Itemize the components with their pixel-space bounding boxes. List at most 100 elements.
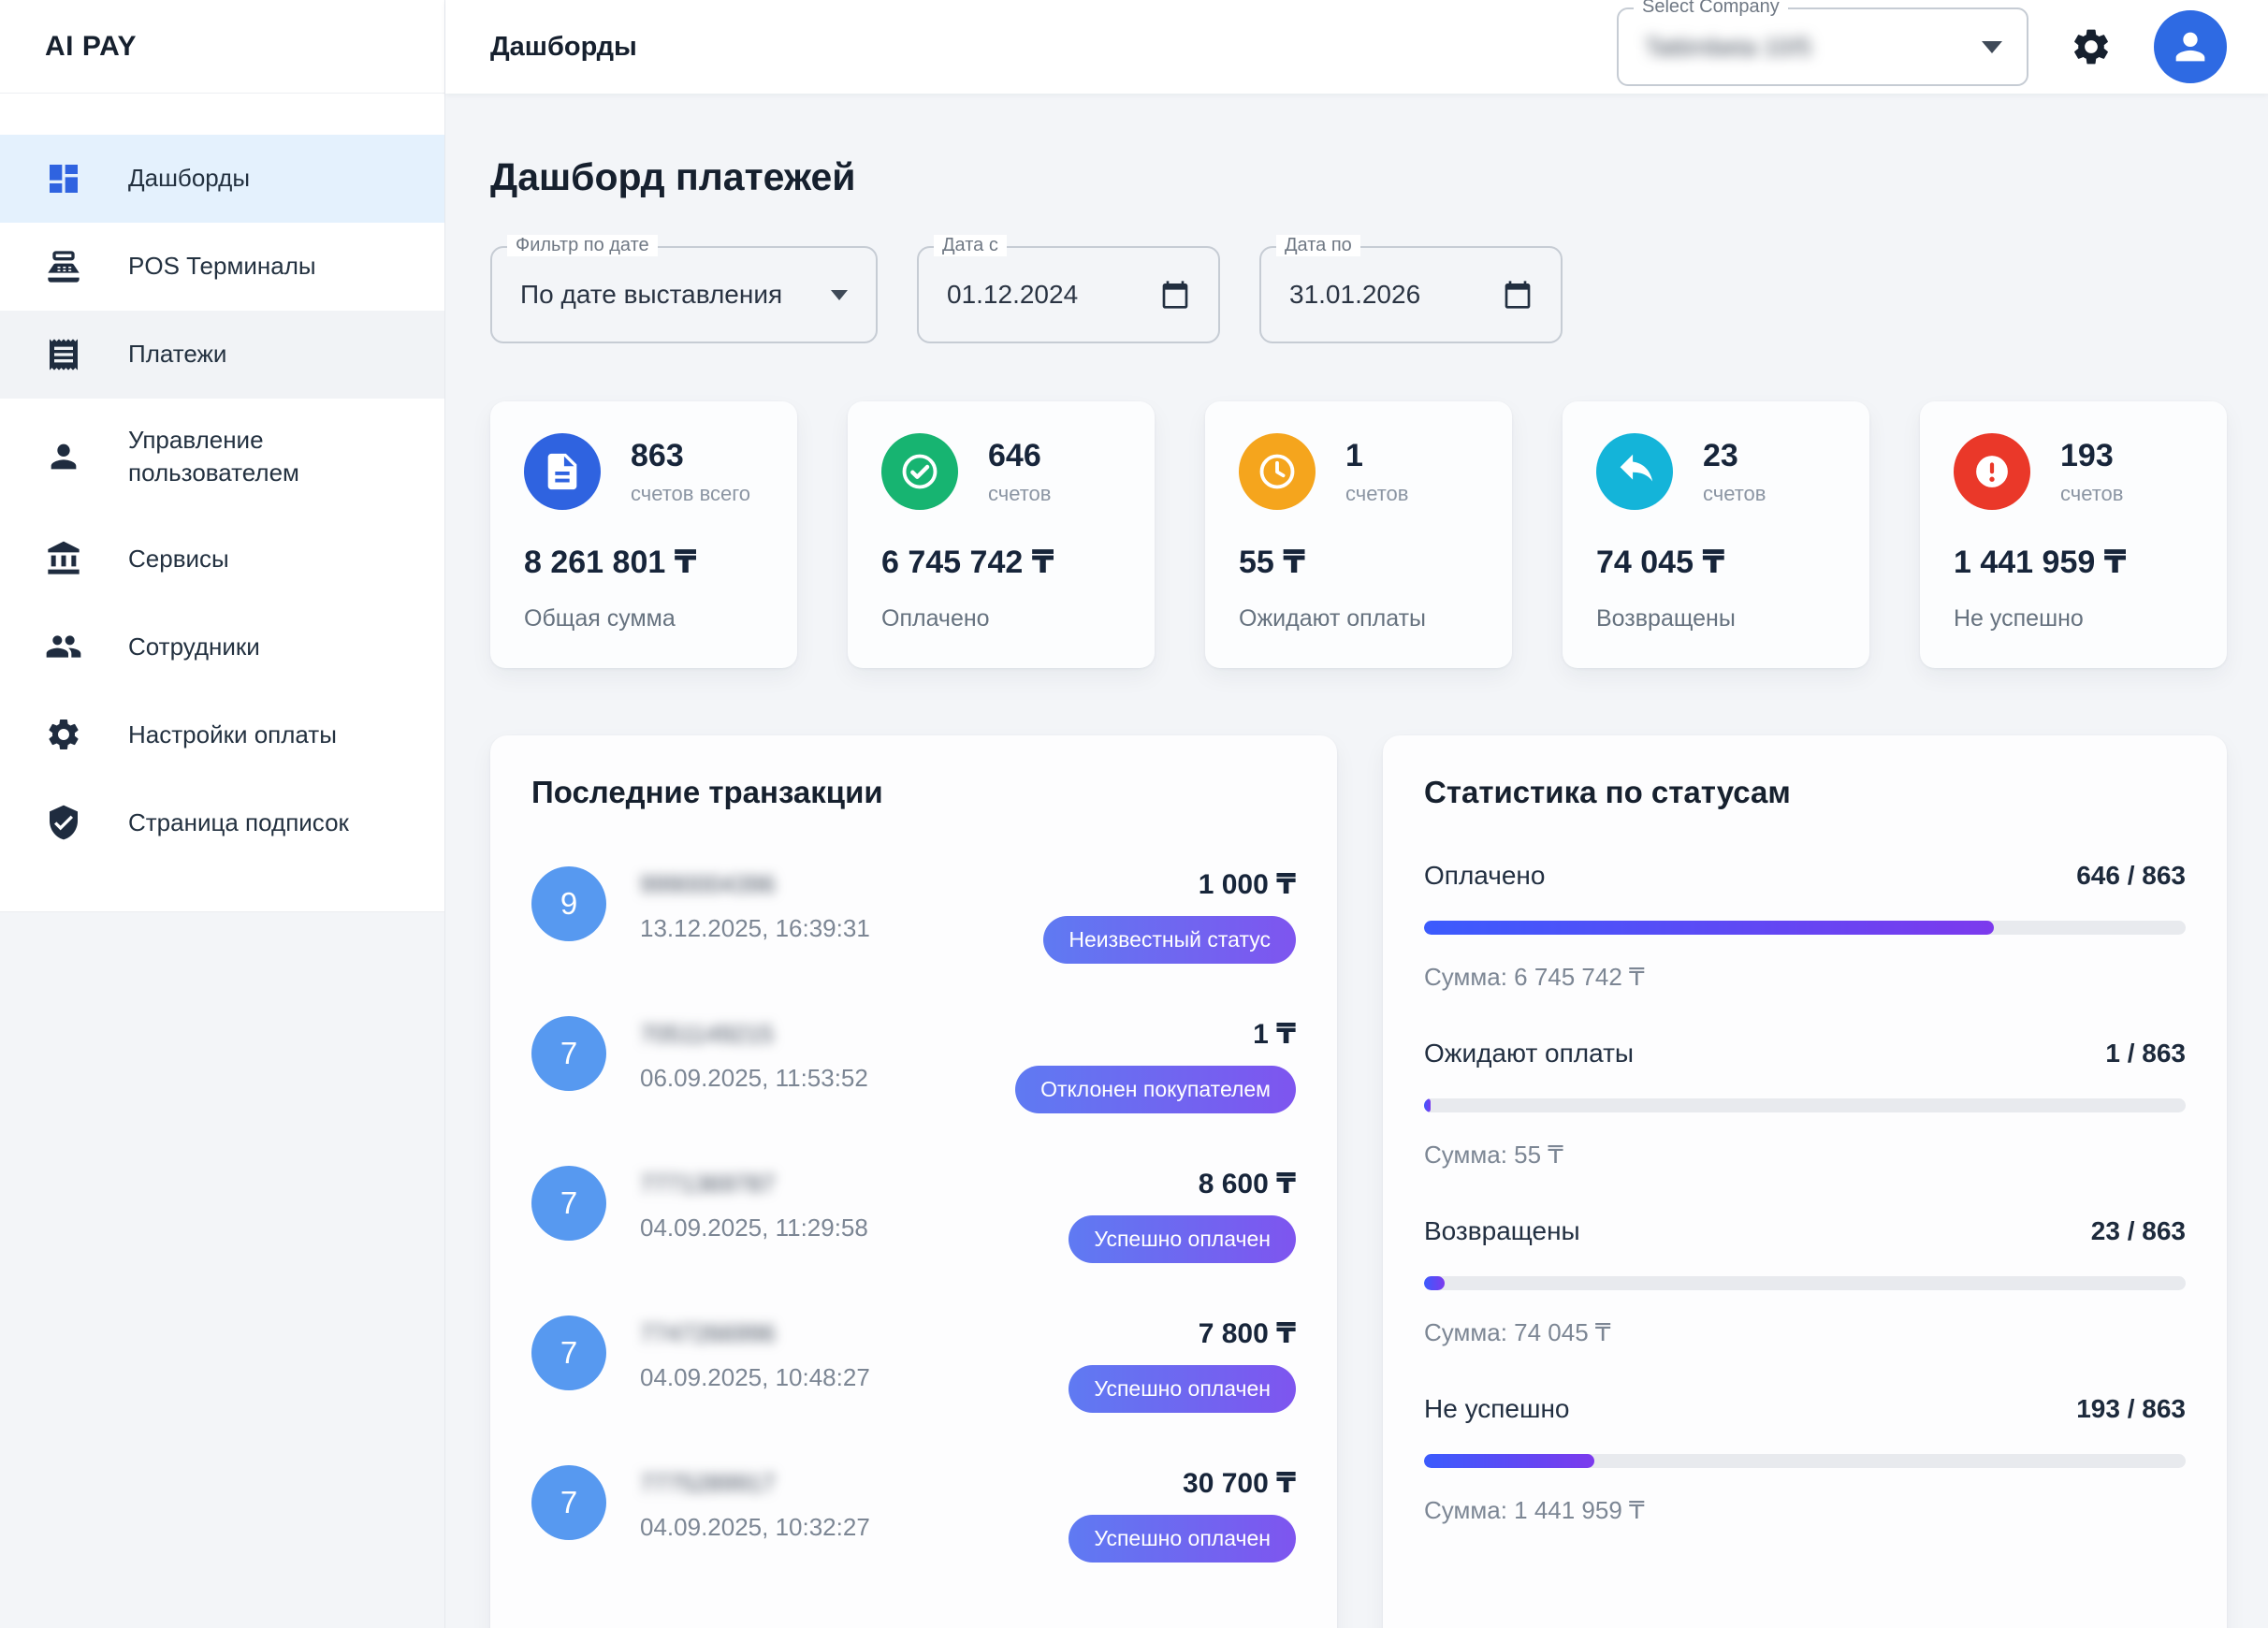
stat-count: 23 bbox=[1703, 437, 1738, 473]
transaction-id: 7771369787 bbox=[640, 1170, 776, 1198]
sidebar: AI PAY Дашборды POS Терминалы Платежи Уп… bbox=[0, 0, 445, 1628]
date-filter-select[interactable]: Фильтр по дате По дате выставления bbox=[490, 235, 878, 343]
progress-bar bbox=[1424, 1454, 2186, 1468]
stat-amount: 55 ₸ bbox=[1239, 545, 1305, 580]
panels-row: Последние транзакции 9 9990004396 13.12.… bbox=[490, 735, 2227, 1628]
user-icon bbox=[2175, 32, 2205, 62]
transaction-datetime: 06.09.2025, 11:53:52 bbox=[640, 1064, 868, 1092]
people-icon bbox=[45, 628, 82, 665]
stat-card-refunded: 23 счетов 74 045 ₸ Возвращены bbox=[1563, 401, 1869, 668]
status-stat-failed: Не успешно 193 / 863 Сумма: 1 441 959 ₸ bbox=[1424, 1394, 2186, 1525]
transaction-avatar: 9 bbox=[531, 866, 606, 941]
person-icon bbox=[45, 438, 82, 475]
status-badge: Отклонен покупателем bbox=[1015, 1066, 1296, 1113]
bank-icon bbox=[45, 540, 82, 577]
filters-row: Фильтр по дате По дате выставления Дата … bbox=[490, 235, 2227, 343]
check-circle-icon bbox=[881, 433, 958, 510]
stat-cards-row: 863 счетов всего 8 261 801 ₸ Общая сумма… bbox=[490, 401, 2227, 668]
refund-arrow-icon bbox=[1596, 433, 1673, 510]
sidebar-item-payment-settings[interactable]: Настройки оплаты bbox=[0, 690, 444, 778]
status-statistics-title: Статистика по статусам bbox=[1424, 775, 1791, 809]
date-to-label: Дата по bbox=[1276, 235, 1360, 256]
calendar-icon[interactable] bbox=[1160, 280, 1190, 310]
sidebar-item-employees[interactable]: Сотрудники bbox=[0, 603, 444, 690]
transaction-row[interactable]: 7 7051149215 06.09.2025, 11:53:52 1 ₸ От… bbox=[531, 1016, 1296, 1113]
sidebar-item-payments[interactable]: Платежи bbox=[0, 311, 444, 399]
profile-avatar[interactable] bbox=[2154, 10, 2227, 83]
date-from-value: 01.12.2024 bbox=[947, 280, 1079, 309]
sidebar-item-label: Настройки оплаты bbox=[128, 720, 337, 749]
progress-bar bbox=[1424, 921, 2186, 935]
date-to-input[interactable]: Дата по 31.01.2026 bbox=[1259, 235, 1563, 343]
gear-icon bbox=[2074, 29, 2108, 65]
progress-bar-fill bbox=[1424, 1276, 1445, 1290]
sidebar-item-services[interactable]: Сервисы bbox=[0, 515, 444, 603]
sidebar-item-pos-terminals[interactable]: POS Терминалы bbox=[0, 223, 444, 311]
logo-area: AI PAY bbox=[0, 0, 444, 94]
transactions-title: Последние транзакции bbox=[531, 775, 883, 809]
status-statistics-panel: Статистика по статусам Оплачено 646 / 86… bbox=[1383, 735, 2227, 1628]
status-ratio: 193 / 863 bbox=[2076, 1394, 2186, 1423]
stat-count: 193 bbox=[2060, 437, 2114, 473]
status-badge: Успешно оплачен bbox=[1069, 1215, 1296, 1263]
status-badge: Успешно оплачен bbox=[1069, 1365, 1296, 1413]
calendar-icon[interactable] bbox=[1503, 280, 1533, 310]
main-area: Дашборды Select Company Tattimbeta 10/5 … bbox=[445, 0, 2268, 1628]
transaction-id: 7051149215 bbox=[640, 1020, 774, 1048]
status-label: Не успешно bbox=[1424, 1394, 1570, 1423]
transaction-row[interactable]: 7 7775289917 04.09.2025, 10:32:27 30 700… bbox=[531, 1465, 1296, 1563]
status-stat-pending: Ожидают оплаты 1 / 863 Сумма: 55 ₸ bbox=[1424, 1039, 2186, 1170]
progress-bar bbox=[1424, 1276, 2186, 1290]
stat-amount: 1 441 959 ₸ bbox=[1954, 545, 2127, 580]
chevron-down-icon bbox=[831, 289, 848, 300]
transaction-avatar: 7 bbox=[531, 1016, 606, 1091]
stat-card-failed: 193 счетов 1 441 959 ₸ Не успешно bbox=[1920, 401, 2227, 668]
error-icon bbox=[1954, 433, 2030, 510]
status-label: Оплачено bbox=[1424, 861, 1546, 890]
transaction-amount: 1 000 ₸ bbox=[1198, 869, 1296, 900]
sidebar-item-label: Управление пользователем bbox=[128, 426, 299, 487]
stat-count-label: счетов bbox=[2060, 481, 2124, 505]
settings-button[interactable] bbox=[2068, 23, 2115, 70]
topbar: Дашборды Select Company Tattimbeta 10/5 bbox=[445, 0, 2268, 94]
receipt-icon bbox=[45, 336, 82, 373]
sidebar-item-label: Сотрудники bbox=[128, 632, 260, 661]
transaction-avatar: 7 bbox=[531, 1465, 606, 1540]
transaction-datetime: 04.09.2025, 11:29:58 bbox=[640, 1214, 868, 1242]
stat-count-label: счетов bbox=[1345, 481, 1409, 505]
status-ratio: 23 / 863 bbox=[2090, 1216, 2186, 1245]
date-filter-value: По дате выставления bbox=[520, 280, 783, 309]
sidebar-item-user-management[interactable]: Управление пользователем bbox=[0, 399, 444, 515]
status-label: Возвращены bbox=[1424, 1216, 1580, 1245]
recent-transactions-panel: Последние транзакции 9 9990004396 13.12.… bbox=[490, 735, 1337, 1628]
progress-bar-fill bbox=[1424, 1098, 1432, 1112]
status-sum: Сумма: 1 441 959 ₸ bbox=[1424, 1496, 1645, 1524]
app-logo: AI PAY bbox=[45, 30, 138, 62]
transaction-row[interactable]: 7 7771369787 04.09.2025, 11:29:58 8 600 … bbox=[531, 1166, 1296, 1263]
topbar-title: Дашборды bbox=[490, 31, 637, 62]
stat-count: 1 bbox=[1345, 437, 1363, 473]
sidebar-item-label: Сервисы bbox=[128, 544, 229, 573]
sidebar-item-dashboards[interactable]: Дашборды bbox=[0, 135, 444, 223]
stat-count: 646 bbox=[988, 437, 1041, 473]
transaction-id: 9990004396 bbox=[640, 870, 776, 898]
dashboard-grid-icon bbox=[45, 160, 82, 197]
date-filter-label: Фильтр по дате bbox=[507, 235, 658, 256]
gear-icon bbox=[45, 716, 82, 753]
transaction-datetime: 04.09.2025, 10:48:27 bbox=[640, 1363, 870, 1391]
company-select[interactable]: Select Company Tattimbeta 10/5 bbox=[1617, 0, 2028, 86]
status-sum: Сумма: 55 ₸ bbox=[1424, 1141, 1563, 1169]
status-sum: Сумма: 6 745 742 ₸ bbox=[1424, 963, 1645, 991]
topbar-actions: Select Company Tattimbeta 10/5 bbox=[1617, 0, 2227, 86]
pos-terminal-icon bbox=[45, 248, 82, 285]
transaction-row[interactable]: 9 9990004396 13.12.2025, 16:39:31 1 000 … bbox=[531, 866, 1296, 964]
transaction-id: 7747266996 bbox=[640, 1319, 776, 1347]
status-badge: Успешно оплачен bbox=[1069, 1515, 1296, 1563]
sidebar-item-subscriptions-page[interactable]: Страница подписок bbox=[0, 778, 444, 866]
stat-caption: Возвращены bbox=[1596, 605, 1736, 632]
transaction-row[interactable]: 7 7747266996 04.09.2025, 10:48:27 7 800 … bbox=[531, 1315, 1296, 1413]
status-label: Ожидают оплаты bbox=[1424, 1039, 1635, 1068]
stat-count: 863 bbox=[631, 437, 684, 473]
date-from-input[interactable]: Дата с 01.12.2024 bbox=[917, 235, 1220, 343]
